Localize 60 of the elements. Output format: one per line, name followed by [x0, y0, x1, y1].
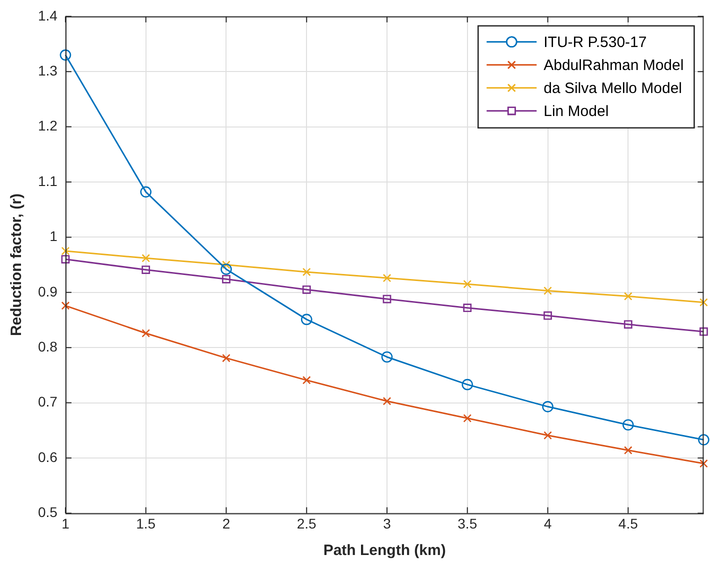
- x-tick-label: 3: [383, 515, 392, 532]
- point: [302, 285, 311, 294]
- point: [61, 255, 70, 264]
- x-axis-title: Path Length (km): [323, 542, 446, 560]
- point: [220, 264, 232, 275]
- point: [700, 298, 708, 307]
- point: [61, 246, 70, 256]
- point: [700, 459, 708, 468]
- y-tick-label: 1.4: [38, 7, 58, 24]
- point: [222, 260, 230, 269]
- legend-label: Lin Model: [544, 103, 609, 120]
- point: [544, 431, 552, 440]
- y-tick-label: 0.9: [38, 283, 58, 300]
- x-tick-label: 2: [222, 515, 230, 532]
- y-tick-label: 0.7: [38, 394, 58, 410]
- x-tick-label: 3.5: [458, 515, 478, 532]
- x-tick-label: 2.5: [296, 515, 317, 532]
- point: [382, 294, 392, 304]
- point: [60, 49, 72, 61]
- point: [624, 446, 632, 454]
- point: [222, 354, 230, 362]
- point: [544, 286, 552, 295]
- x-tick-label: 1: [62, 515, 70, 532]
- point: [300, 314, 312, 326]
- x-tick-label: 4: [544, 515, 552, 532]
- legend-label: ITU-R P.530-17: [544, 34, 647, 52]
- point: [463, 414, 472, 422]
- y-axis-title: Reduction factor, (r): [8, 194, 26, 336]
- point: [142, 254, 150, 262]
- point: [624, 320, 632, 329]
- point: [381, 351, 393, 363]
- y-tick-label: 0.6: [38, 448, 58, 465]
- point: [222, 274, 230, 284]
- legend-label: AbdulRahman Model: [544, 57, 684, 74]
- point: [302, 376, 311, 384]
- legend-label: da Silva Mello Model: [544, 80, 682, 98]
- x-tick-label: 1.5: [136, 515, 156, 532]
- point: [142, 266, 150, 274]
- point: [462, 378, 474, 390]
- point: [463, 280, 472, 288]
- point: [544, 311, 552, 320]
- point: [382, 274, 392, 282]
- point: [463, 304, 472, 312]
- y-tick-label: 1.3: [38, 62, 58, 78]
- point: [700, 327, 708, 336]
- y-tick-label: 0.8: [38, 338, 58, 354]
- x-tick-label: 4.5: [618, 515, 638, 532]
- point: [542, 401, 554, 412]
- point: [142, 329, 150, 338]
- y-tick-label: 1: [50, 228, 58, 244]
- y-tick-label: 0.5: [38, 504, 58, 520]
- point: [61, 301, 70, 310]
- point: [698, 434, 710, 446]
- y-tick-label: 1.2: [38, 118, 58, 134]
- point: [382, 396, 392, 406]
- point: [140, 186, 152, 198]
- point: [624, 292, 632, 300]
- y-tick-label: 1.1: [38, 172, 58, 189]
- point: [622, 419, 634, 431]
- point: [302, 268, 311, 276]
